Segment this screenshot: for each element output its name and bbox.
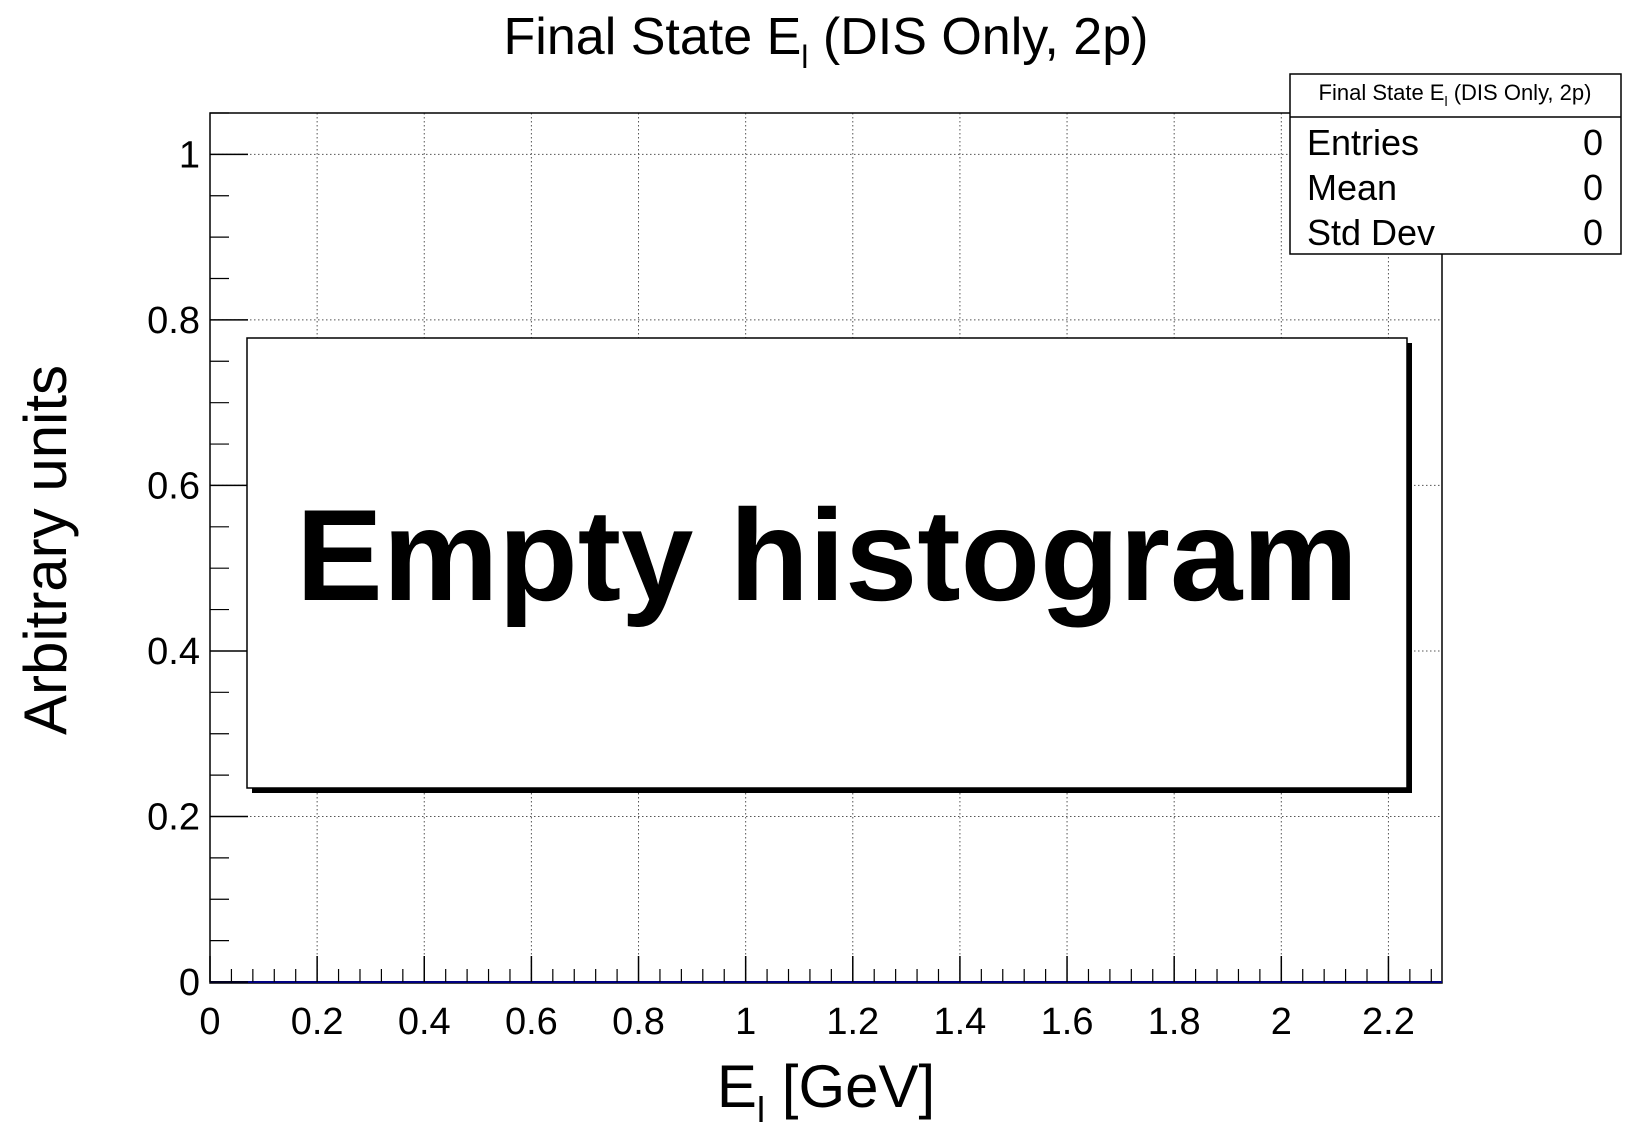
y-axis-ticks <box>210 112 248 983</box>
stats-box: Final State El (DIS Only, 2p) Entries 0 … <box>1289 73 1622 255</box>
x-axis-tick-labels: 0 0.2 0.4 0.6 0.8 1 1.2 1.4 1.6 1.8 2 2.2 <box>199 1001 1414 1043</box>
x-tick-label: 1 <box>735 1001 756 1043</box>
y-axis-label: Arbitrary units <box>12 365 79 735</box>
x-tick-label: 1.6 <box>1041 1001 1094 1043</box>
stats-mean-label: Mean <box>1307 167 1397 208</box>
x-axis-label: El [GeV] <box>717 1053 935 1122</box>
x-tick-label: 0.8 <box>612 1001 665 1043</box>
x-tick-label: 2 <box>1271 1001 1292 1043</box>
stats-box-frame <box>1289 73 1622 255</box>
y-tick-label: 0.6 <box>147 465 200 507</box>
x-tick-label: 0 <box>199 1001 220 1043</box>
empty-histogram-label: Empty histogram <box>296 482 1358 628</box>
stats-box-title: Final State El (DIS Only, 2p) <box>1319 80 1592 109</box>
x-tick-label: 2.2 <box>1362 1001 1415 1043</box>
x-tick-label: 0.4 <box>398 1001 451 1043</box>
y-tick-label: 0 <box>179 962 200 1004</box>
y-tick-label: 0.8 <box>147 300 200 342</box>
stats-stddev-value: 0 <box>1583 212 1603 253</box>
x-tick-label: 1.8 <box>1148 1001 1201 1043</box>
x-tick-label: 0.6 <box>505 1001 558 1043</box>
chart-title: Final State El (DIS Only, 2p) <box>504 8 1149 75</box>
stats-entries-label: Entries <box>1307 122 1419 163</box>
empty-notice-box <box>246 337 1408 789</box>
y-tick-label: 0.4 <box>147 631 200 673</box>
x-tick-label: 1.4 <box>933 1001 986 1043</box>
y-tick-label: 1 <box>179 134 200 176</box>
stats-entries-value: 0 <box>1583 122 1603 163</box>
x-axis-ticks <box>209 956 1432 982</box>
stats-mean-value: 0 <box>1583 167 1603 208</box>
y-tick-label: 0.2 <box>147 796 200 838</box>
x-tick-label: 0.2 <box>291 1001 344 1043</box>
y-axis-tick-labels: 0 0.2 0.4 0.6 0.8 1 <box>147 134 200 1004</box>
stats-stddev-label: Std Dev <box>1307 212 1435 253</box>
x-tick-label: 1.2 <box>826 1001 879 1043</box>
